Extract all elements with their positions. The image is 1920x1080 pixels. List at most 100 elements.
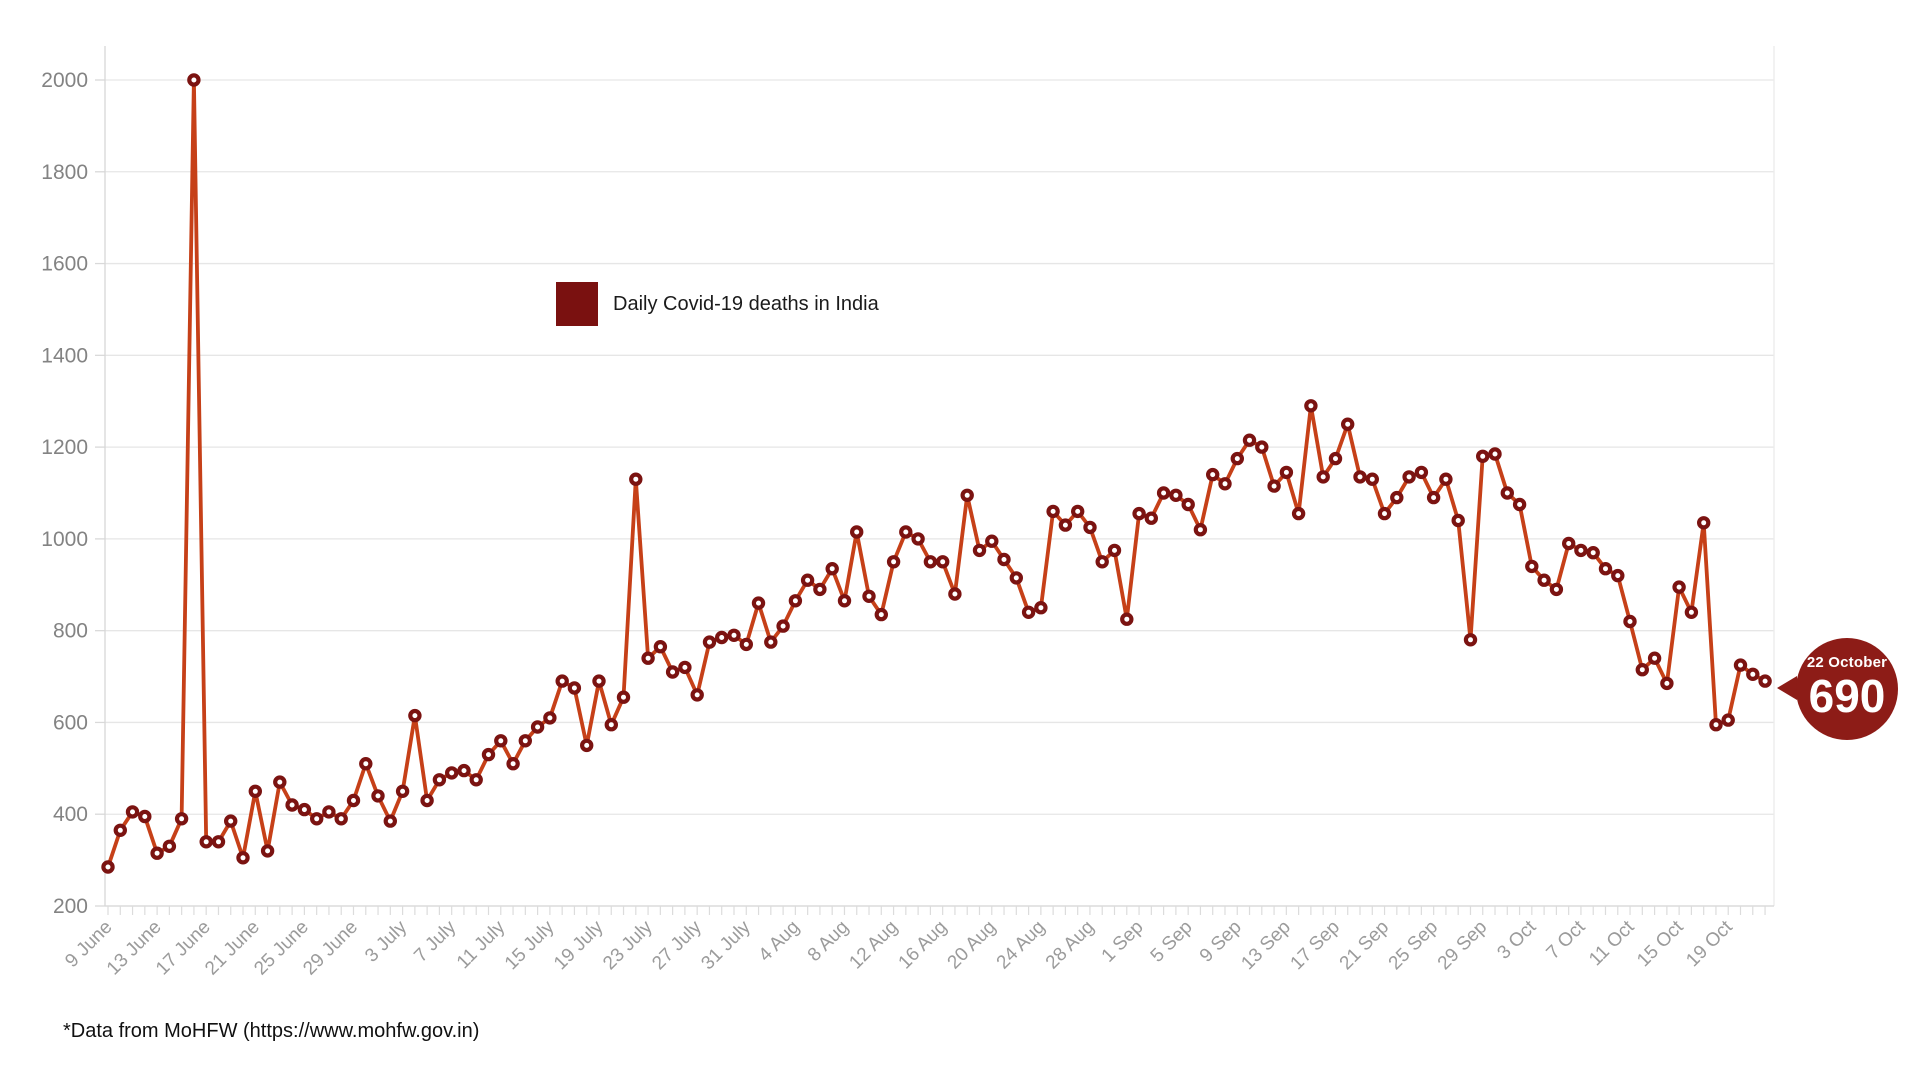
data-point-marker (1525, 559, 1539, 574)
data-point-marker (751, 596, 766, 610)
data-point-marker (1107, 543, 1122, 558)
x-axis-label: 4 Aug (755, 917, 804, 966)
x-axis-label: 3 Oct (1493, 916, 1540, 963)
data-point-marker (1046, 504, 1060, 519)
x-axis-label: 7 Oct (1543, 916, 1590, 963)
data-point-marker (285, 798, 299, 812)
data-point-marker (223, 814, 238, 828)
x-axis-label: 24 Aug (993, 917, 1050, 974)
y-axis-label: 1600 (41, 253, 88, 276)
data-point-marker (886, 555, 901, 569)
data-point-marker (334, 812, 348, 826)
data-point-marker (1034, 601, 1048, 615)
x-axis-label: 31 July (697, 916, 755, 974)
x-axis-label: 29 June (299, 917, 362, 980)
data-point-marker (1120, 612, 1134, 626)
data-point-marker (1230, 451, 1245, 466)
x-axis-label: 15 July (501, 916, 559, 974)
axis-frame (104, 46, 1775, 907)
data-point-marker (432, 773, 447, 787)
data-point-marker (850, 525, 864, 539)
x-axis-label: 12 Aug (845, 917, 902, 974)
data-point-marker (248, 784, 262, 799)
data-point-marker (1451, 513, 1465, 528)
data-point-marker (1328, 451, 1343, 466)
data-point-marker (1696, 516, 1711, 530)
data-point-marker (825, 562, 839, 576)
data-point-marker (1709, 718, 1723, 732)
data-point-marker (469, 773, 483, 787)
data-point-marker (972, 543, 987, 558)
data-point-marker (1083, 520, 1097, 535)
data-point-marker (187, 73, 201, 87)
data-point-marker (1291, 506, 1306, 521)
data-point-marker (567, 681, 582, 695)
data-source-note: *Data from MoHFW (https://www.mohfw.gov.… (63, 1020, 480, 1042)
legend-label: Daily Covid-19 deaths in India (613, 292, 879, 315)
data-point-marker (911, 532, 925, 546)
x-axis-label: 23 July (599, 916, 657, 974)
x-axis-label: 5 Sep (1147, 917, 1197, 967)
x-axis-label: 25 Sep (1385, 917, 1442, 974)
data-point-marker (800, 573, 815, 587)
x-axis-label: 13 Sep (1237, 917, 1294, 974)
data-point-marker (162, 839, 177, 854)
data-point-marker (481, 747, 496, 762)
data-point-marker (899, 525, 913, 539)
data-point-marker (1635, 663, 1650, 677)
data-point-marker (236, 851, 250, 865)
data-point-marker (408, 708, 422, 723)
data-point-marker (1574, 543, 1588, 558)
data-point-marker (1365, 472, 1380, 486)
data-point-marker (1611, 568, 1625, 583)
data-point-marker (1193, 523, 1208, 537)
data-point-marker (985, 534, 999, 548)
data-point-marker (1672, 580, 1686, 594)
data-point-marker (1390, 490, 1404, 505)
data-point-marker (874, 607, 889, 622)
data-point-marker (371, 789, 385, 803)
data-point-marker (383, 814, 397, 828)
data-point-marker (948, 587, 962, 601)
data-point-marker (1169, 488, 1183, 502)
legend: Daily Covid-19 deaths in India (556, 282, 879, 326)
data-point-marker (322, 805, 336, 819)
data-point-marker (260, 844, 275, 858)
data-point-marker (273, 775, 287, 789)
x-axis-label: 11 Oct (1585, 916, 1639, 970)
data-point-marker (604, 718, 619, 732)
data-point-marker (494, 734, 508, 748)
data-point-marker (555, 674, 569, 688)
data-point-marker (506, 757, 520, 771)
last-value-callout: 22 October 690 (1796, 638, 1898, 740)
data-point-marker (530, 720, 545, 734)
data-point-marker (776, 619, 790, 633)
data-point-marker (101, 860, 115, 874)
data-point-marker (1021, 605, 1036, 620)
data-points (101, 73, 1772, 874)
data-point-marker (653, 640, 668, 654)
data-point-marker (1439, 472, 1453, 486)
data-point-marker (1537, 573, 1551, 587)
x-axis-label: 3 July (361, 916, 411, 966)
data-point-marker (1132, 506, 1146, 521)
data-point-marker (395, 784, 410, 799)
data-point-marker (1561, 536, 1576, 551)
data-point-marker (457, 763, 471, 778)
data-point-marker (1316, 470, 1330, 484)
legend-swatch (556, 282, 598, 326)
data-point-marker (1377, 506, 1392, 521)
x-axis-label: 19 Oct (1682, 916, 1737, 971)
data-point-marker (1623, 614, 1637, 629)
data-point-marker (1598, 562, 1613, 576)
data-point-marker (1402, 470, 1416, 484)
data-point-marker (592, 674, 606, 688)
data-point-marker (616, 690, 631, 704)
data-point-marker (923, 555, 938, 569)
data-point-marker (199, 835, 213, 849)
x-axis-label: 21 Sep (1336, 917, 1393, 974)
data-point-marker (1684, 605, 1699, 620)
